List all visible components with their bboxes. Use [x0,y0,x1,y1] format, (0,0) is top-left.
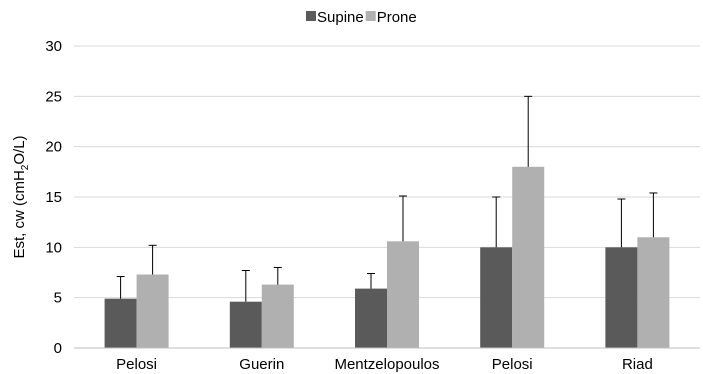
y-tick-label: 20 [45,139,62,156]
y-tick-label: 25 [45,88,62,105]
x-category-label: Pelosi [116,356,157,373]
legend-label-supine: Supine [317,9,364,26]
y-axis-ticks: 0 5 10 15 20 25 30 [45,38,62,357]
legend-swatch-prone [365,11,376,21]
x-category-label: Mentzelopoulos [334,356,439,373]
bar-supine [355,288,387,348]
x-category-label: Pelosi [492,356,533,373]
bar-supine [605,247,638,348]
bar-supine [229,301,262,348]
x-category-label: Guerin [239,356,284,373]
gridlines [74,45,700,299]
bar-prone [637,237,670,348]
bar-prone [136,274,169,348]
y-tick-label: 15 [45,189,62,206]
x-category-label: Riad [622,356,653,373]
bar-prone [387,241,419,348]
y-tick-label: 10 [45,239,62,256]
y-axis-title: Est, cw (cmH2O/L) [11,135,31,258]
legend-label-prone: Prone [377,9,417,26]
legend: Supine Prone [306,9,417,26]
bars [104,166,670,348]
bar-supine [104,298,137,348]
bar-prone [512,166,545,348]
error-bars [116,95,658,302]
y-tick-label: 0 [54,340,62,357]
legend-swatch-supine [306,11,316,21]
bar-prone [261,284,294,348]
y-tick-label: 5 [54,290,62,307]
bar-supine [480,247,513,348]
y-tick-label: 30 [45,38,62,55]
x-axis-labels: Pelosi Guerin Mentzelopoulos Pelosi Riad [116,356,653,373]
